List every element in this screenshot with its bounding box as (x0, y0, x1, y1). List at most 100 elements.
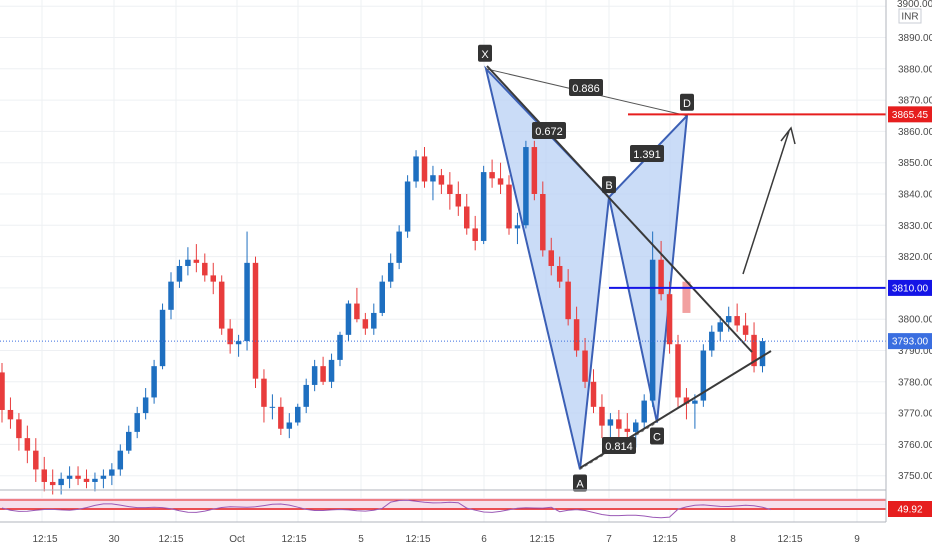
candle (573, 306, 580, 357)
candle (548, 237, 554, 276)
pattern-point-b-marker (602, 176, 616, 194)
candle-body (193, 259, 200, 263)
ratio-1-label: 0.886 (572, 83, 600, 95)
price-tick-label: 3790.00 (898, 346, 932, 357)
candle (320, 356, 326, 385)
candle-body (168, 281, 174, 310)
candle (506, 175, 512, 235)
pattern-point-c-marker (650, 427, 664, 445)
candle (362, 312, 369, 335)
price-label-0: 3865.45 (892, 110, 929, 121)
currency-box (898, 8, 922, 24)
price-tick-label: 3870.00 (898, 96, 932, 107)
price-label-0-bg (888, 106, 932, 123)
candle-body (514, 225, 521, 229)
candle-body (345, 303, 352, 335)
candle (345, 300, 352, 342)
candle (556, 256, 563, 288)
candle (311, 359, 318, 392)
candle (328, 353, 335, 389)
candle-body (142, 397, 149, 414)
candle-body (624, 428, 631, 432)
candle-body (641, 400, 647, 423)
candle-body (244, 262, 250, 342)
candle (379, 275, 385, 317)
pattern-point-d-label: D (683, 98, 691, 110)
price-tick-label: 3750.00 (898, 471, 932, 482)
oscillator-line (1, 499, 772, 519)
candle-body (421, 156, 428, 182)
highlight-candle (682, 281, 691, 313)
time-tick-label: 6 (481, 534, 487, 545)
candle (438, 168, 445, 194)
candle (100, 469, 107, 489)
candle (83, 469, 90, 489)
time-tick-label: 12:15 (281, 534, 306, 545)
candle-body (49, 481, 56, 486)
candle (540, 181, 546, 257)
candle (49, 469, 56, 495)
candle-body (675, 344, 681, 398)
candle (514, 212, 521, 245)
candle-body (413, 156, 419, 182)
pattern-labels: X A B C D 0.672 0.886 1.391 0.814 (478, 44, 694, 492)
ratio-3-box (602, 437, 636, 454)
price-tick-label: 3890.00 (898, 33, 932, 44)
candle-body (159, 309, 166, 367)
time-tick-label: 12:15 (777, 534, 802, 545)
ratio-2-box (630, 145, 664, 162)
candle (734, 303, 740, 332)
candle-body (269, 406, 276, 408)
candle-body (303, 384, 309, 407)
price-tick-label: 3760.00 (898, 440, 932, 451)
candle (295, 403, 301, 426)
candle-body (556, 265, 563, 282)
candle-body (497, 178, 504, 185)
time-tick-label: 30 (108, 534, 120, 545)
candle-body (117, 450, 124, 470)
candle-body (447, 184, 453, 194)
candle (337, 331, 343, 367)
candle-body (455, 194, 462, 207)
candle (134, 406, 140, 439)
candle (244, 231, 250, 351)
time-tick-label: 12:15 (529, 534, 554, 545)
candle (590, 369, 597, 414)
candle-body (649, 259, 656, 401)
candle-body (295, 406, 301, 423)
price-axis-top-label: 3900.00 (897, 0, 932, 10)
candle (24, 425, 31, 464)
candle (33, 438, 39, 482)
candle (109, 463, 115, 486)
candle (92, 472, 98, 492)
candle (641, 394, 647, 429)
candle (218, 275, 225, 335)
ratio-1-box (569, 79, 603, 96)
candle (489, 159, 495, 188)
candle-body (531, 147, 538, 194)
oscillator-panel (0, 489, 886, 519)
price-axis: 3750.00 3760.00 3770.00 3780.00 3790.00 3800.… (885, 0, 932, 522)
candle-body (464, 206, 470, 229)
price-tick-label: 3800.00 (898, 315, 932, 326)
candle (717, 316, 723, 342)
candle (168, 272, 174, 320)
candle (649, 231, 656, 407)
candle (7, 397, 14, 429)
candle (531, 140, 538, 201)
currency-label: INR (901, 12, 918, 23)
price-label-1-bg (888, 279, 932, 296)
pattern-point-a-marker (573, 474, 587, 492)
candle (176, 259, 183, 288)
price-tick-label: 3830.00 (898, 221, 932, 232)
candle (666, 281, 673, 354)
harmonic-pattern (484, 65, 689, 470)
candle-body (176, 265, 183, 282)
candle (202, 253, 208, 282)
candle (421, 147, 428, 188)
candle-body (0, 372, 5, 410)
candle-body (616, 419, 622, 429)
candle-body (396, 231, 402, 263)
candle-body (387, 262, 394, 282)
